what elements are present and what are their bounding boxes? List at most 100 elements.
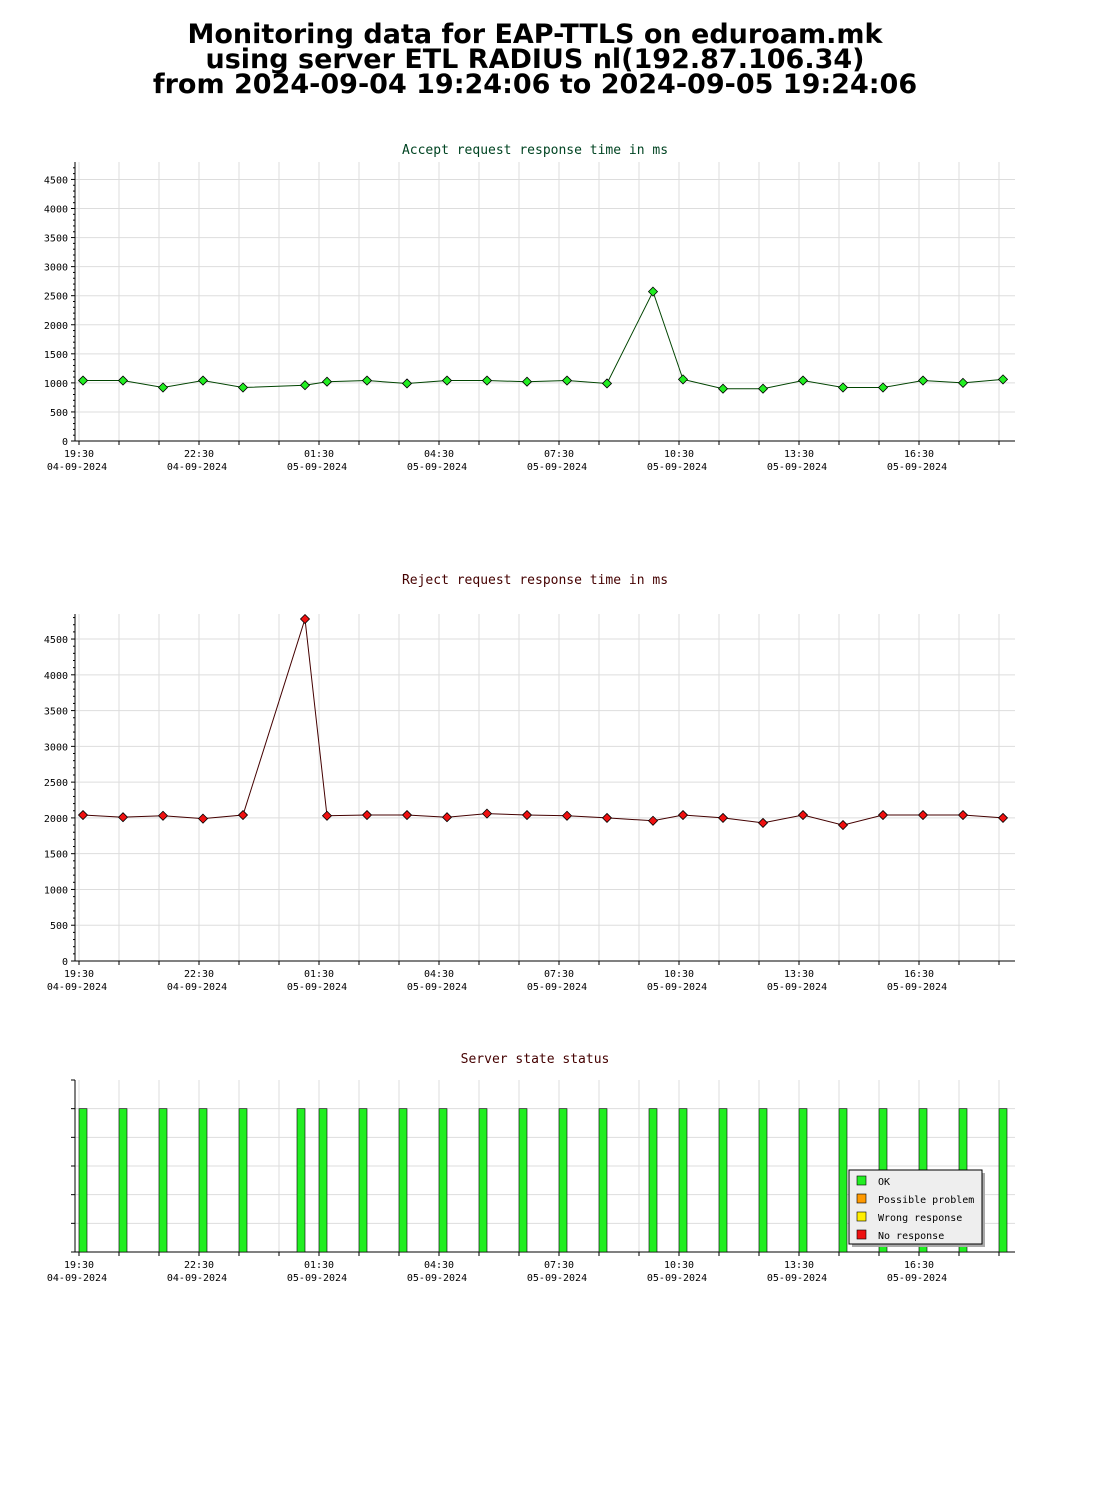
status-bar	[558, 1108, 568, 1253]
reject-xtick-time-label: 01:30	[304, 969, 334, 980]
status-bar	[78, 1108, 88, 1253]
accept-xtick-time-label: 13:30	[784, 449, 814, 460]
accept-data-point	[157, 382, 169, 393]
accept-xtick-time-label: 16:30	[904, 449, 934, 460]
status-bar	[478, 1108, 488, 1253]
reject-xtick-date-label: 05-09-2024	[527, 982, 587, 993]
status-bar	[598, 1108, 608, 1253]
accept-data-point	[601, 378, 613, 389]
reject-ytick-label: 3500	[44, 707, 68, 718]
accept-ytick-label: 4500	[44, 175, 68, 186]
legend-swatch-possible_problem	[856, 1193, 867, 1204]
reject-data-point	[361, 809, 373, 821]
status-xtick-time-label: 19:30	[64, 1260, 94, 1271]
accept-data-point	[197, 375, 209, 386]
accept-xtick-date-label: 05-09-2024	[887, 462, 947, 473]
status-bar	[118, 1108, 128, 1253]
accept-data-point	[237, 382, 249, 393]
accept-data-point	[401, 378, 413, 389]
reject-data-point	[561, 810, 573, 821]
status-bar	[438, 1108, 448, 1253]
accept-ytick-label: 2000	[44, 321, 68, 332]
reject-data-point	[877, 809, 889, 821]
reject-data-point	[299, 613, 311, 625]
accept-data-point	[997, 374, 1009, 385]
reject-ytick-label: 0	[62, 957, 68, 968]
status-xtick-time-label: 22:30	[184, 1260, 214, 1271]
reject-data-point	[237, 809, 249, 821]
accept-ytick-label: 4000	[44, 205, 68, 216]
reject-xtick-date-label: 04-09-2024	[167, 982, 227, 993]
legend-box	[848, 1169, 983, 1245]
status-xtick-time-label: 16:30	[904, 1260, 934, 1271]
reject-xtick-time-label: 16:30	[904, 969, 934, 980]
reject-data-point	[601, 812, 613, 823]
status-bar	[296, 1108, 306, 1253]
reject-xtick-time-label: 22:30	[184, 969, 214, 980]
reject-xtick-time-label: 07:30	[544, 969, 574, 980]
accept-xtick-time-label: 07:30	[544, 449, 574, 460]
status-bar	[838, 1108, 848, 1253]
reject-xtick-time-label: 10:30	[664, 969, 694, 980]
status-bar	[718, 1108, 728, 1253]
reject-chart-title: Reject request response time in ms	[402, 573, 668, 588]
accept-data-point	[77, 375, 89, 386]
reject-ytick-label: 2000	[44, 814, 68, 825]
status-bar	[398, 1108, 408, 1253]
accept-xtick-time-label: 22:30	[184, 449, 214, 460]
reject-data-point	[647, 815, 659, 826]
legend-swatch-ok	[856, 1175, 867, 1186]
accept-chart-title: Accept request response time in ms	[402, 143, 668, 158]
accept-data-point	[917, 375, 929, 386]
status-xtick-date-label: 04-09-2024	[167, 1273, 227, 1284]
status-bar	[358, 1108, 368, 1253]
reject-ytick-label: 4500	[44, 635, 68, 646]
accept-xtick-date-label: 04-09-2024	[167, 462, 227, 473]
status-xtick-time-label: 01:30	[304, 1260, 334, 1271]
accept-xtick-date-label: 05-09-2024	[527, 462, 587, 473]
status-bar	[238, 1108, 248, 1253]
page-title-line-3: from 2024-09-04 19:24:06 to 2024-09-05 1…	[152, 69, 918, 100]
reject-data-point	[157, 810, 169, 821]
reject-data-point	[677, 809, 689, 821]
legend-label-possible_problem: Possible problem	[878, 1195, 974, 1206]
reject-data-point	[197, 813, 209, 824]
accept-data-point	[361, 375, 373, 386]
status-xtick-time-label: 13:30	[784, 1260, 814, 1271]
reject-xtick-date-label: 05-09-2024	[887, 982, 947, 993]
status-xtick-date-label: 05-09-2024	[647, 1273, 707, 1284]
status-bar	[798, 1108, 808, 1253]
reject-data-point	[757, 817, 769, 828]
accept-data-point	[321, 376, 333, 387]
accept-ytick-label: 1500	[44, 350, 68, 361]
accept-xtick-date-label: 05-09-2024	[287, 462, 347, 473]
status-bar	[318, 1108, 328, 1253]
accept-xtick-time-label: 19:30	[64, 449, 94, 460]
reject-xtick-date-label: 05-09-2024	[647, 982, 707, 993]
status-xtick-date-label: 05-09-2024	[407, 1273, 467, 1284]
status-bar	[648, 1108, 658, 1253]
accept-data-point	[481, 375, 493, 386]
reject-xtick-time-label: 13:30	[784, 969, 814, 980]
reject-data-point	[321, 810, 333, 821]
accept-data-point	[797, 375, 809, 386]
status-xtick-date-label: 05-09-2024	[287, 1273, 347, 1284]
status-xtick-time-label: 04:30	[424, 1260, 454, 1271]
page-title-line-1: Monitoring data for EAP-TTLS on eduroam.…	[187, 19, 883, 50]
accept-xtick-time-label: 01:30	[304, 449, 334, 460]
reject-data-point	[481, 808, 493, 819]
reject-ytick-label: 1000	[44, 885, 68, 896]
legend-label-no_response: No response	[878, 1231, 944, 1242]
reject-data-point	[77, 809, 89, 821]
accept-series-line	[83, 290, 1004, 390]
legend-label-wrong_response: Wrong response	[878, 1213, 962, 1224]
status-bar	[758, 1108, 768, 1253]
status-bar	[158, 1108, 168, 1253]
accept-data-point	[837, 382, 849, 393]
reject-data-point	[441, 812, 453, 823]
accept-xtick-date-label: 05-09-2024	[647, 462, 707, 473]
accept-data-point	[877, 382, 889, 393]
accept-ytick-label: 2500	[44, 292, 68, 303]
reject-data-point	[717, 812, 729, 823]
